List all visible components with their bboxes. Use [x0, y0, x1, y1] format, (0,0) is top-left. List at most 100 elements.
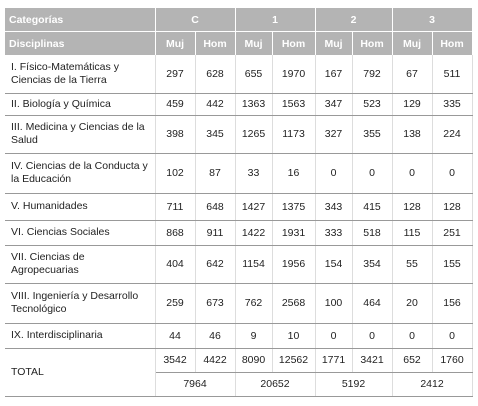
total-cell: 3542	[155, 348, 196, 373]
cell: 0	[392, 323, 433, 349]
combined-cell: 2412	[392, 372, 473, 397]
group-header: 1	[235, 8, 316, 32]
cell: 355	[352, 115, 393, 154]
discipline: III. Medicina y Ciencias de la Salud	[5, 115, 156, 154]
cell: 1422	[235, 220, 273, 246]
cell: 673	[195, 283, 236, 324]
cell: 404	[155, 245, 196, 284]
discipline: VI. Ciencias Sociales	[5, 220, 156, 246]
discipline: I. Físico-Matemáticas y Ciencias de la T…	[5, 55, 156, 94]
total-cell: 3421	[352, 348, 393, 373]
cell: 9	[235, 323, 273, 349]
cell: 1265	[235, 115, 273, 154]
subheader: Hom	[352, 31, 393, 55]
cell: 511	[432, 55, 473, 94]
subheader: Hom	[272, 31, 316, 55]
cell: 868	[155, 220, 196, 246]
cell: 642	[195, 245, 236, 284]
cell: 16	[272, 153, 316, 194]
cell: 343	[315, 193, 353, 221]
cell: 0	[432, 153, 473, 194]
cell: 0	[352, 323, 393, 349]
cell: 156	[432, 283, 473, 324]
cell: 1931	[272, 220, 316, 246]
cell: 2568	[272, 283, 316, 324]
subheader: Muj	[155, 31, 196, 55]
total-row: TOTAL 3542 4422 8090 12562 1771 3421 652 1760	[5, 348, 473, 397]
cell: 1427	[235, 193, 273, 221]
cell: 224	[432, 115, 473, 154]
total-cell: 12562	[272, 348, 316, 373]
total-label: TOTAL	[5, 348, 156, 397]
combined-cell: 7964	[155, 372, 236, 397]
discipline-label: Disciplinas	[5, 31, 156, 55]
cell: 792	[352, 55, 393, 94]
cell: 345	[195, 115, 236, 154]
cell: 20	[392, 283, 433, 324]
total-cell: 652	[392, 348, 433, 373]
data-table: Categorías C 1 2 3 Disciplinas Muj Hom Muj Hom Muj…	[5, 8, 473, 397]
cell: 33	[235, 153, 273, 194]
cell: 0	[432, 323, 473, 349]
cell: 0	[392, 153, 433, 194]
cell: 655	[235, 55, 273, 94]
cell: 459	[155, 93, 196, 116]
cell: 523	[352, 93, 393, 116]
data-row: VI. Ciencias Sociales 868 911 1422 1931 333 51…	[5, 220, 473, 246]
combined-cell: 20652	[235, 372, 316, 397]
cell: 1563	[272, 93, 316, 116]
subheader: Muj	[235, 31, 273, 55]
cell: 648	[195, 193, 236, 221]
data-row: VIII. Ingeniería y Desarrollo Tecnológic…	[5, 283, 473, 324]
cell: 911	[195, 220, 236, 246]
cell: 628	[195, 55, 236, 94]
combined-cell: 5192	[315, 372, 393, 397]
data-row: II. Biología y Química 459 442 1363 1563 347 5…	[5, 93, 473, 116]
cell: 259	[155, 283, 196, 324]
cell: 10	[272, 323, 316, 349]
total-cell: 1771	[315, 348, 353, 373]
discipline: IV. Ciencias de la Conducta y la Educaci…	[5, 153, 156, 194]
cell: 128	[432, 193, 473, 221]
category-label: Categorías	[5, 8, 156, 32]
data-row: IX. Interdisciplinaria 44 46 9 10 0 0 0 0	[5, 323, 473, 349]
cell: 167	[315, 55, 353, 94]
cell: 0	[315, 153, 353, 194]
discipline: VIII. Ingeniería y Desarrollo Tecnológic…	[5, 283, 156, 324]
subheader: Muj	[315, 31, 353, 55]
cell: 1363	[235, 93, 273, 116]
cell: 67	[392, 55, 433, 94]
cell: 0	[315, 323, 353, 349]
cell: 327	[315, 115, 353, 154]
subheader: Hom	[195, 31, 236, 55]
cell: 0	[352, 153, 393, 194]
data-row: V. Humanidades 711 648 1427 1375 343 415 128 128	[5, 193, 473, 221]
cell: 464	[352, 283, 393, 324]
cell: 251	[432, 220, 473, 246]
data-row: III. Medicina y Ciencias de la Salud 398 3…	[5, 115, 473, 154]
cell: 129	[392, 93, 433, 116]
cell: 333	[315, 220, 353, 246]
cell: 46	[195, 323, 236, 349]
cell: 115	[392, 220, 433, 246]
cell: 354	[352, 245, 393, 284]
cell: 518	[352, 220, 393, 246]
cell: 87	[195, 153, 236, 194]
discipline: V. Humanidades	[5, 193, 156, 221]
cell: 347	[315, 93, 353, 116]
discipline: VII. Ciencias de Agropecuarias	[5, 245, 156, 284]
cell: 335	[432, 93, 473, 116]
total-cell: 1760	[432, 348, 473, 373]
cell: 55	[392, 245, 433, 284]
cell: 1154	[235, 245, 273, 284]
cell: 44	[155, 323, 196, 349]
group-header: C	[155, 8, 236, 32]
cell: 398	[155, 115, 196, 154]
subheader: Muj	[392, 31, 433, 55]
cell: 1956	[272, 245, 316, 284]
group-header: 2	[315, 8, 393, 32]
cell: 138	[392, 115, 433, 154]
cell: 297	[155, 55, 196, 94]
cell: 128	[392, 193, 433, 221]
